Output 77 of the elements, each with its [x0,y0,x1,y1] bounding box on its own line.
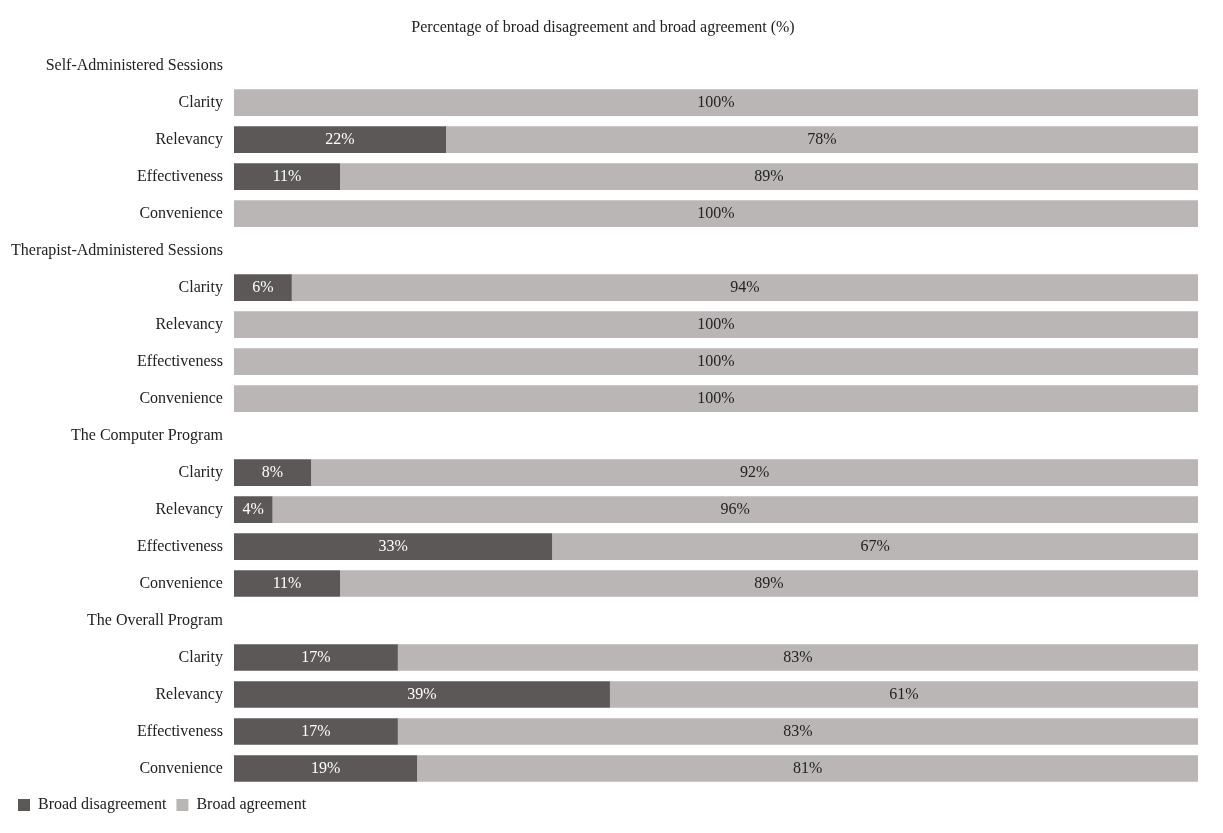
y-tick-label: Effectiveness [137,351,223,369]
data-label: 19% [310,758,341,776]
bar [233,200,1198,227]
data-label: 17% [301,721,331,739]
data-label: 96% [720,499,750,517]
y-tick-label: Relevancy [155,499,223,518]
bar [233,311,1198,338]
bar [233,718,398,745]
y-tick-label: Relevancy [155,684,223,703]
y-tick-label: Clarity [178,92,223,111]
data-label: 17% [301,647,331,665]
bar [340,163,1198,190]
y-tick-label: Clarity [178,462,223,481]
data-label: 39% [407,684,437,702]
data-label: 11% [272,573,302,591]
y-tick-label: Convenience [139,758,223,776]
bar [233,89,1198,116]
bar [233,274,292,301]
y-tick-label: Relevancy [155,314,223,333]
y-tick-label: Effectiveness [137,721,223,739]
y-tick-label: Relevancy [155,129,223,148]
data-label: 100% [697,92,735,110]
data-label: 11% [272,166,302,184]
data-label: 100% [697,203,735,221]
data-label: 67% [860,536,890,554]
bar [311,459,1198,486]
bar [397,718,1198,745]
data-label: 83% [783,647,813,665]
bar [291,274,1198,301]
data-label: 89% [754,166,784,184]
y-tick-label: Convenience [139,573,223,591]
bar [609,681,1198,708]
data-label: 4% [242,499,264,517]
data-label: 94% [730,277,760,295]
data-label: 6% [252,277,274,295]
bar [233,348,1198,375]
y-tick-label: Convenience [139,203,223,221]
data-label: 33% [378,536,408,554]
bar [233,163,341,190]
legend-label: Broad agreement [196,795,307,814]
data-label: 8% [261,462,284,480]
bar [233,755,418,782]
y-tick-label: Self-Administered Sessions [45,55,223,73]
bar [233,644,398,671]
data-label: 100% [697,351,735,369]
y-tick-label: Clarity [178,277,223,296]
chart-title: Percentage of broad disagreement and broad agreement (%) [411,17,795,36]
legend-label: Broad disagreement [38,795,167,814]
data-label: 61% [889,684,919,702]
bar [446,126,1198,153]
data-label: 92% [739,462,770,480]
y-tick-label: Therapist-Administered Sessions [11,240,223,259]
y-tick-label: Convenience [139,388,223,406]
data-label: 100% [697,314,735,332]
data-label: 81% [792,758,823,776]
bar [417,755,1198,782]
bar [233,533,553,560]
data-label: 83% [783,721,813,739]
bar [233,126,447,153]
data-label: 89% [754,573,784,591]
bar [397,644,1198,671]
bar [233,681,610,708]
y-tick-label: Effectiveness [137,166,223,184]
bar [233,385,1198,412]
bar [340,570,1198,597]
bar [233,496,273,523]
bar [272,496,1198,523]
y-tick-label: Effectiveness [137,536,223,554]
data-label: 22% [325,129,355,147]
y-tick-label: The Computer Program [71,425,224,444]
data-label: 78% [807,129,837,147]
data-label: 100% [697,388,735,406]
bar [233,459,312,486]
bar [233,570,341,597]
y-tick-label: Clarity [178,647,223,666]
y-tick-label: The Overall Program [87,610,224,629]
bar [552,533,1198,560]
